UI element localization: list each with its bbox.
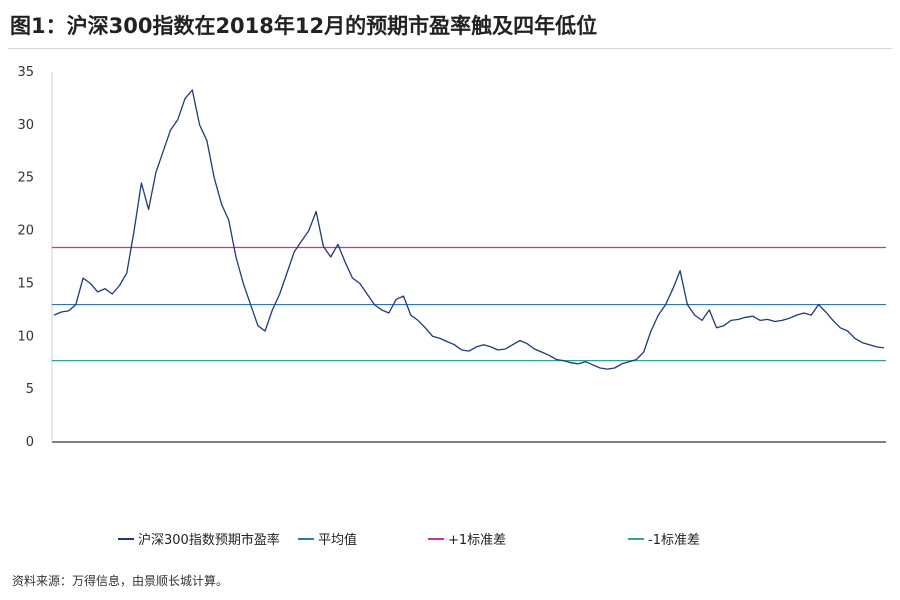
legend-item-mean: 平均值	[298, 529, 357, 548]
legend-swatch-plus-sd	[428, 537, 444, 540]
y-tick-label: 15	[17, 276, 34, 291]
y-tick-label: 35	[17, 65, 34, 80]
y-axis: 0 5 10 15 20 25 30 35	[17, 65, 34, 450]
y-tick-label: 30	[17, 118, 34, 133]
y-tick-label: 20	[17, 224, 34, 239]
legend-item-minus-sd: -1标准差	[628, 529, 700, 548]
legend-swatch-mean	[298, 537, 314, 540]
source-note: 资料来源：万得信息，由景顺长城计算。	[12, 574, 229, 588]
reference-lines	[52, 246, 886, 362]
legend-swatch-pe	[118, 537, 134, 540]
legend-item-pe: 沪深300指数预期市盈率	[118, 529, 280, 548]
legend-label-mean: 平均值	[318, 533, 358, 548]
title-divider	[8, 48, 892, 49]
pe-ratio-line	[53, 89, 885, 370]
y-tick-label: 25	[17, 171, 34, 186]
series-lines	[53, 89, 885, 370]
legend-label-minus-sd: -1标准差	[648, 533, 700, 548]
legend-label-plus-sd: +1标准差	[448, 533, 507, 548]
y-tick-label: 0	[26, 435, 34, 450]
legend-item-plus-sd: +1标准差	[428, 529, 506, 548]
chart-title: 图1：沪深300指数在2018年12月的预期市盈率触及四年低位	[10, 14, 598, 38]
y-tick-label: 5	[26, 382, 34, 397]
y-tick-label: 10	[17, 329, 34, 344]
legend: 沪深300指数预期市盈率 平均值 +1标准差 -1标准差	[0, 529, 900, 549]
legend-swatch-minus-sd	[628, 537, 644, 540]
legend-label-pe: 沪深300指数预期市盈率	[138, 533, 280, 548]
